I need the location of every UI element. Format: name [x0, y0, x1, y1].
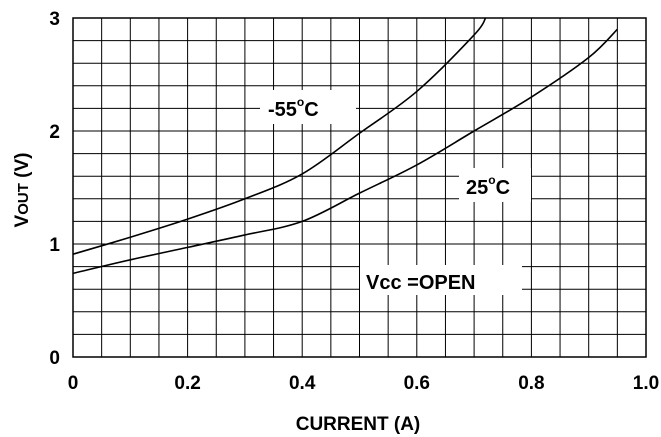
grid [73, 18, 646, 357]
svg-text:Vcc =OPEN: Vcc =OPEN [366, 272, 476, 294]
y-tick-label: 1 [49, 235, 60, 256]
y-axis-label: VOUT (V) [12, 153, 33, 228]
plot-frame [72, 17, 647, 358]
x-tick-label: 0.2 [174, 373, 200, 394]
x-axis-label: CURRENT (A) [296, 414, 421, 435]
x-tick-label: 0.8 [518, 373, 544, 394]
y-tick-label: 0 [49, 348, 60, 369]
y-tick-label: 3 [49, 9, 60, 30]
x-tick-label: 1.0 [633, 373, 659, 394]
x-tick-label: 0.6 [404, 373, 430, 394]
curves [72, 17, 618, 275]
x-tick-label: 0.4 [289, 373, 316, 394]
y-tick-labels: 0 1 2 3 [49, 9, 60, 369]
x-tick-labels: 0 0.2 0.4 0.6 0.8 1.0 [68, 373, 660, 394]
series-label-25: 25oC [459, 168, 531, 202]
svg-text:-55oC: -55oC [268, 95, 319, 121]
svg-text:25oC: 25oC [466, 173, 510, 199]
annotation-vcc-open: Vcc =OPEN [360, 265, 522, 295]
x-tick-label: 0 [68, 373, 79, 394]
series-line-1 [72, 28, 618, 275]
series-label-minus55: -55oC [260, 90, 356, 124]
y-tick-label: 2 [49, 122, 60, 143]
series-line-0 [72, 17, 487, 255]
